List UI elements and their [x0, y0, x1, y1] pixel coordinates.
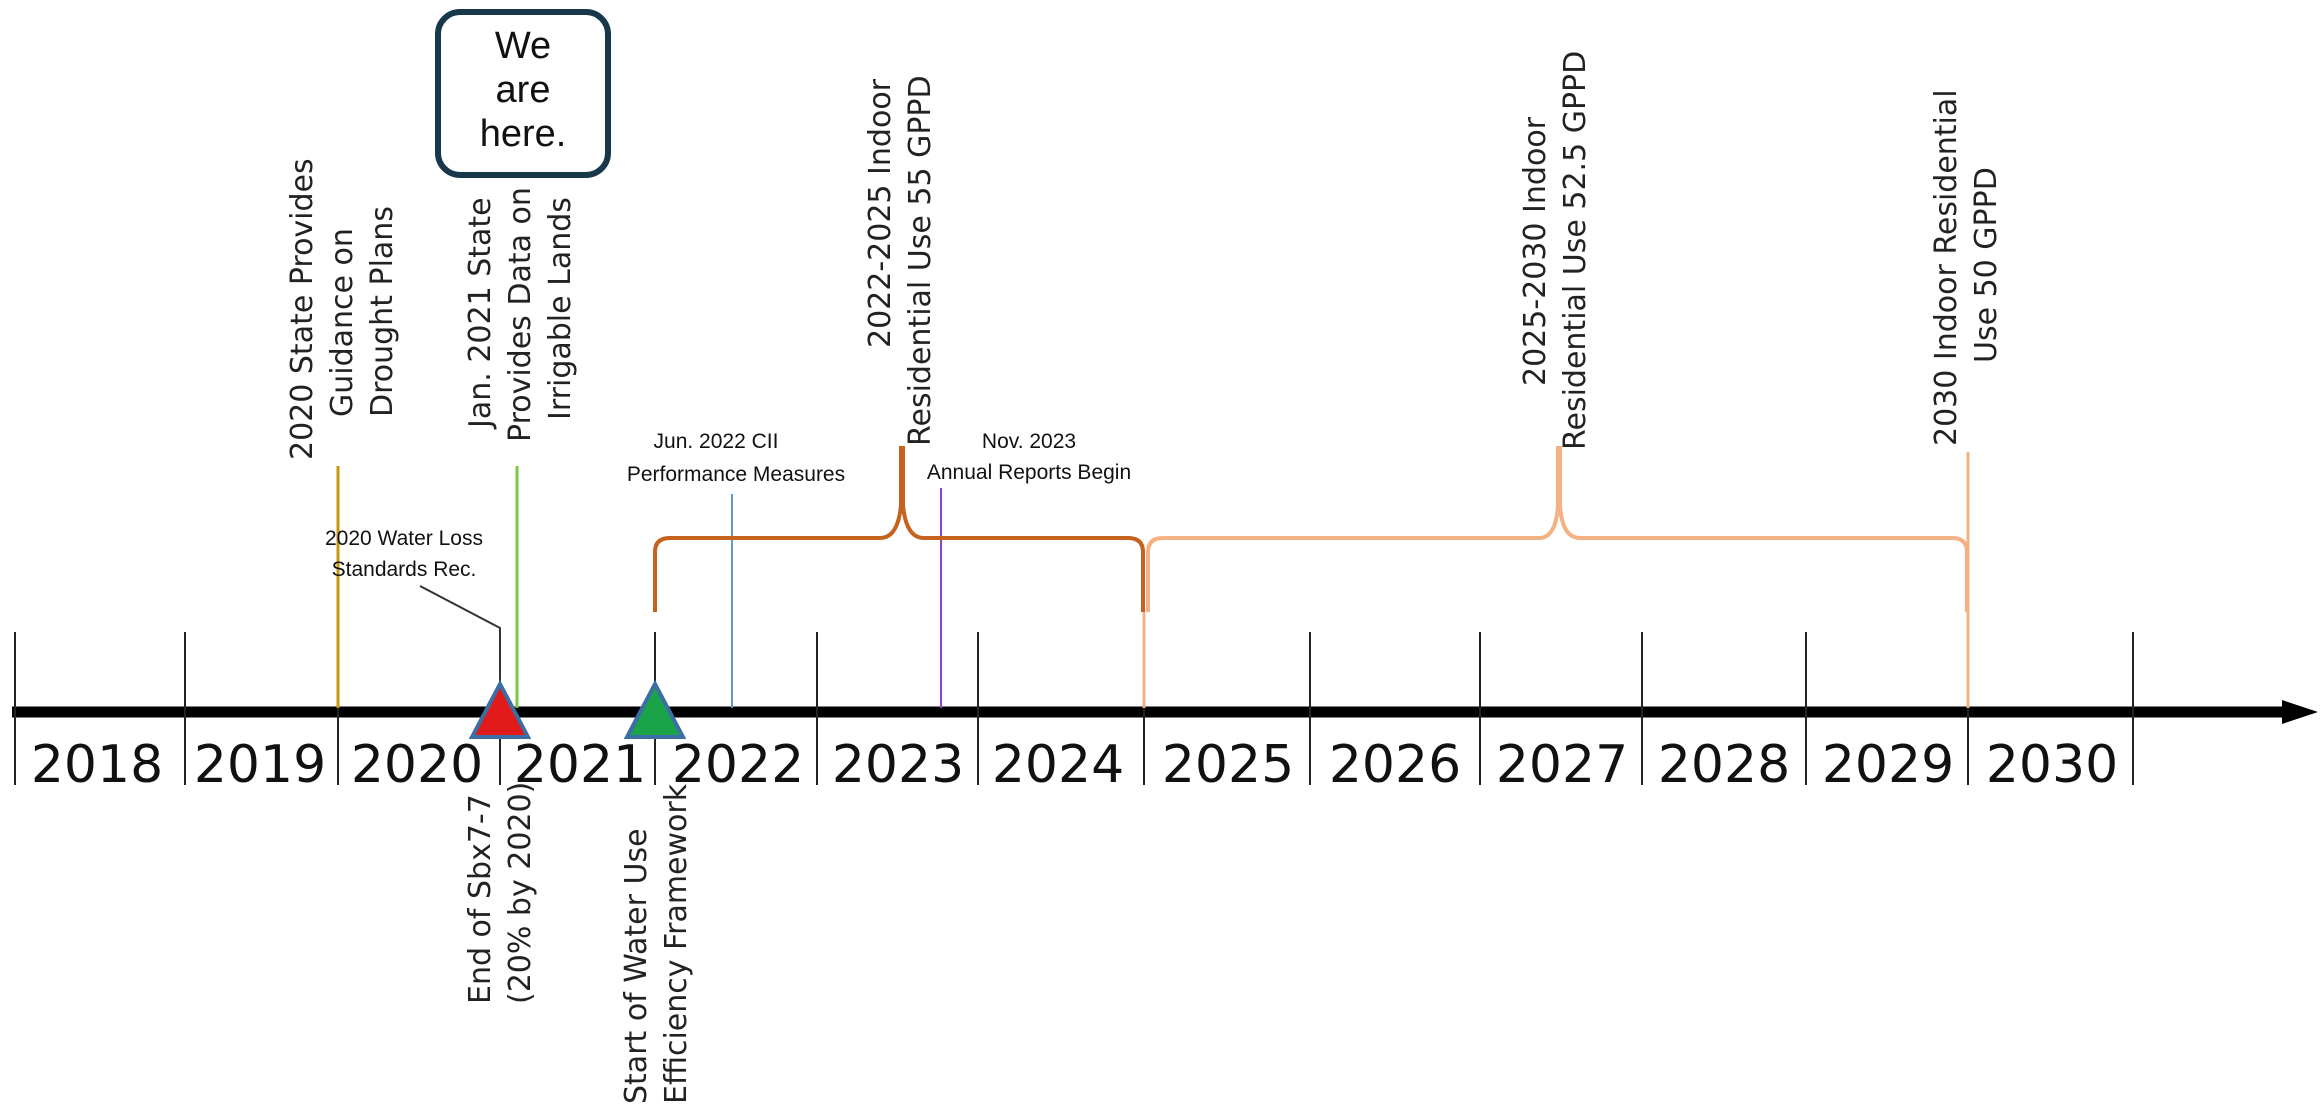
event-label-cii-measures: Jun. 2022 CII Performance Measures	[627, 430, 845, 486]
svg-text:2022-2025 Indoor: 2022-2025 Indoor	[863, 78, 898, 348]
svg-text:End of Sbx7-7: End of Sbx7-7	[463, 794, 498, 1004]
callout-text: We are here.	[480, 25, 567, 155]
year-label-2030: 2030	[1986, 735, 2118, 795]
year-labels: 2018 2019 2020 2021 2022 2023 2024 2025 …	[31, 735, 2118, 795]
svg-text:Provides Data on: Provides Data on	[503, 187, 538, 442]
svg-text:Performance Measures: Performance Measures	[627, 463, 845, 486]
event-label-2025-2030: 2025-2030 Indoor Residential Use 52.5 GP…	[1518, 51, 1593, 450]
event-label-water-loss: 2020 Water Loss Standards Rec.	[325, 527, 483, 581]
svg-text:Residential Use 52.5 GPPD: Residential Use 52.5 GPPD	[1558, 51, 1593, 450]
year-label-2024: 2024	[992, 735, 1124, 795]
svg-text:Jan. 2021 State: Jan. 2021 State	[463, 197, 498, 430]
svg-text:are: are	[496, 69, 551, 111]
event-label-sbx7-7: End of Sbx7-7 (20% by 2020)	[463, 782, 538, 1004]
svg-text:Annual Reports Begin: Annual Reports Begin	[927, 461, 1131, 484]
event-label-efficiency-framework: Start of Water Use Efficiency Framework	[619, 783, 694, 1104]
svg-text:Residential Use 55 GPPD: Residential Use 55 GPPD	[903, 75, 938, 446]
event-label-2030: 2030 Indoor Residential Use 50 GPPD	[1929, 89, 2004, 446]
svg-text:here.: here.	[480, 113, 567, 155]
event-label-2022-2025: 2022-2025 Indoor Residential Use 55 GPPD	[863, 75, 938, 446]
event-label-irrigable-lands: Jan. 2021 State Provides Data on Irrigab…	[463, 187, 578, 442]
year-label-2023: 2023	[832, 735, 964, 795]
year-label-2027: 2027	[1496, 735, 1628, 795]
year-label-2028: 2028	[1658, 735, 1790, 795]
green-triangle-marker-icon	[623, 679, 687, 739]
year-label-2019: 2019	[194, 735, 326, 795]
event-label-annual-reports: Nov. 2023 Annual Reports Begin	[927, 430, 1131, 484]
year-label-2020: 2020	[351, 735, 483, 795]
brace-2025-2030	[1146, 446, 1969, 612]
year-label-2018: 2018	[31, 735, 163, 795]
svg-text:Standards Rec.: Standards Rec.	[332, 558, 477, 581]
year-label-2022: 2022	[672, 735, 804, 795]
event-label-drought-plans: 2020 State Provides Guidance on Drought …	[285, 158, 400, 460]
svg-text:We: We	[495, 25, 551, 67]
svg-text:(20% by 2020): (20% by 2020)	[503, 782, 538, 1004]
red-triangle-marker-icon	[468, 679, 532, 739]
year-label-2029: 2029	[1822, 735, 1954, 795]
svg-text:Guidance on: Guidance on	[325, 228, 360, 417]
svg-text:2020 Water Loss: 2020 Water Loss	[325, 527, 483, 550]
svg-text:Start of Water Use: Start of Water Use	[619, 828, 654, 1104]
svg-text:Irrigable Lands: Irrigable Lands	[543, 197, 578, 420]
svg-text:2025-2030 Indoor: 2025-2030 Indoor	[1518, 116, 1553, 386]
axis-arrowhead-icon	[2282, 700, 2318, 724]
svg-text:Nov. 2023: Nov. 2023	[982, 430, 1076, 453]
svg-text:2030 Indoor Residential: 2030 Indoor Residential	[1929, 89, 1964, 446]
year-label-2025: 2025	[1162, 735, 1294, 795]
year-label-2026: 2026	[1329, 735, 1461, 795]
svg-text:Use 50 GPPD: Use 50 GPPD	[1969, 167, 2004, 363]
svg-text:Efficiency Framework: Efficiency Framework	[659, 783, 694, 1104]
svg-text:Jun. 2022 CII: Jun. 2022 CII	[654, 430, 779, 453]
we-are-here-callout	[435, 9, 611, 178]
svg-text:Drought Plans: Drought Plans	[365, 206, 400, 417]
svg-text:2020 State Provides: 2020 State Provides	[285, 158, 320, 460]
leader-water-loss	[419, 585, 501, 686]
year-label-2021: 2021	[514, 735, 646, 795]
brace-2022-2025	[653, 446, 1145, 612]
